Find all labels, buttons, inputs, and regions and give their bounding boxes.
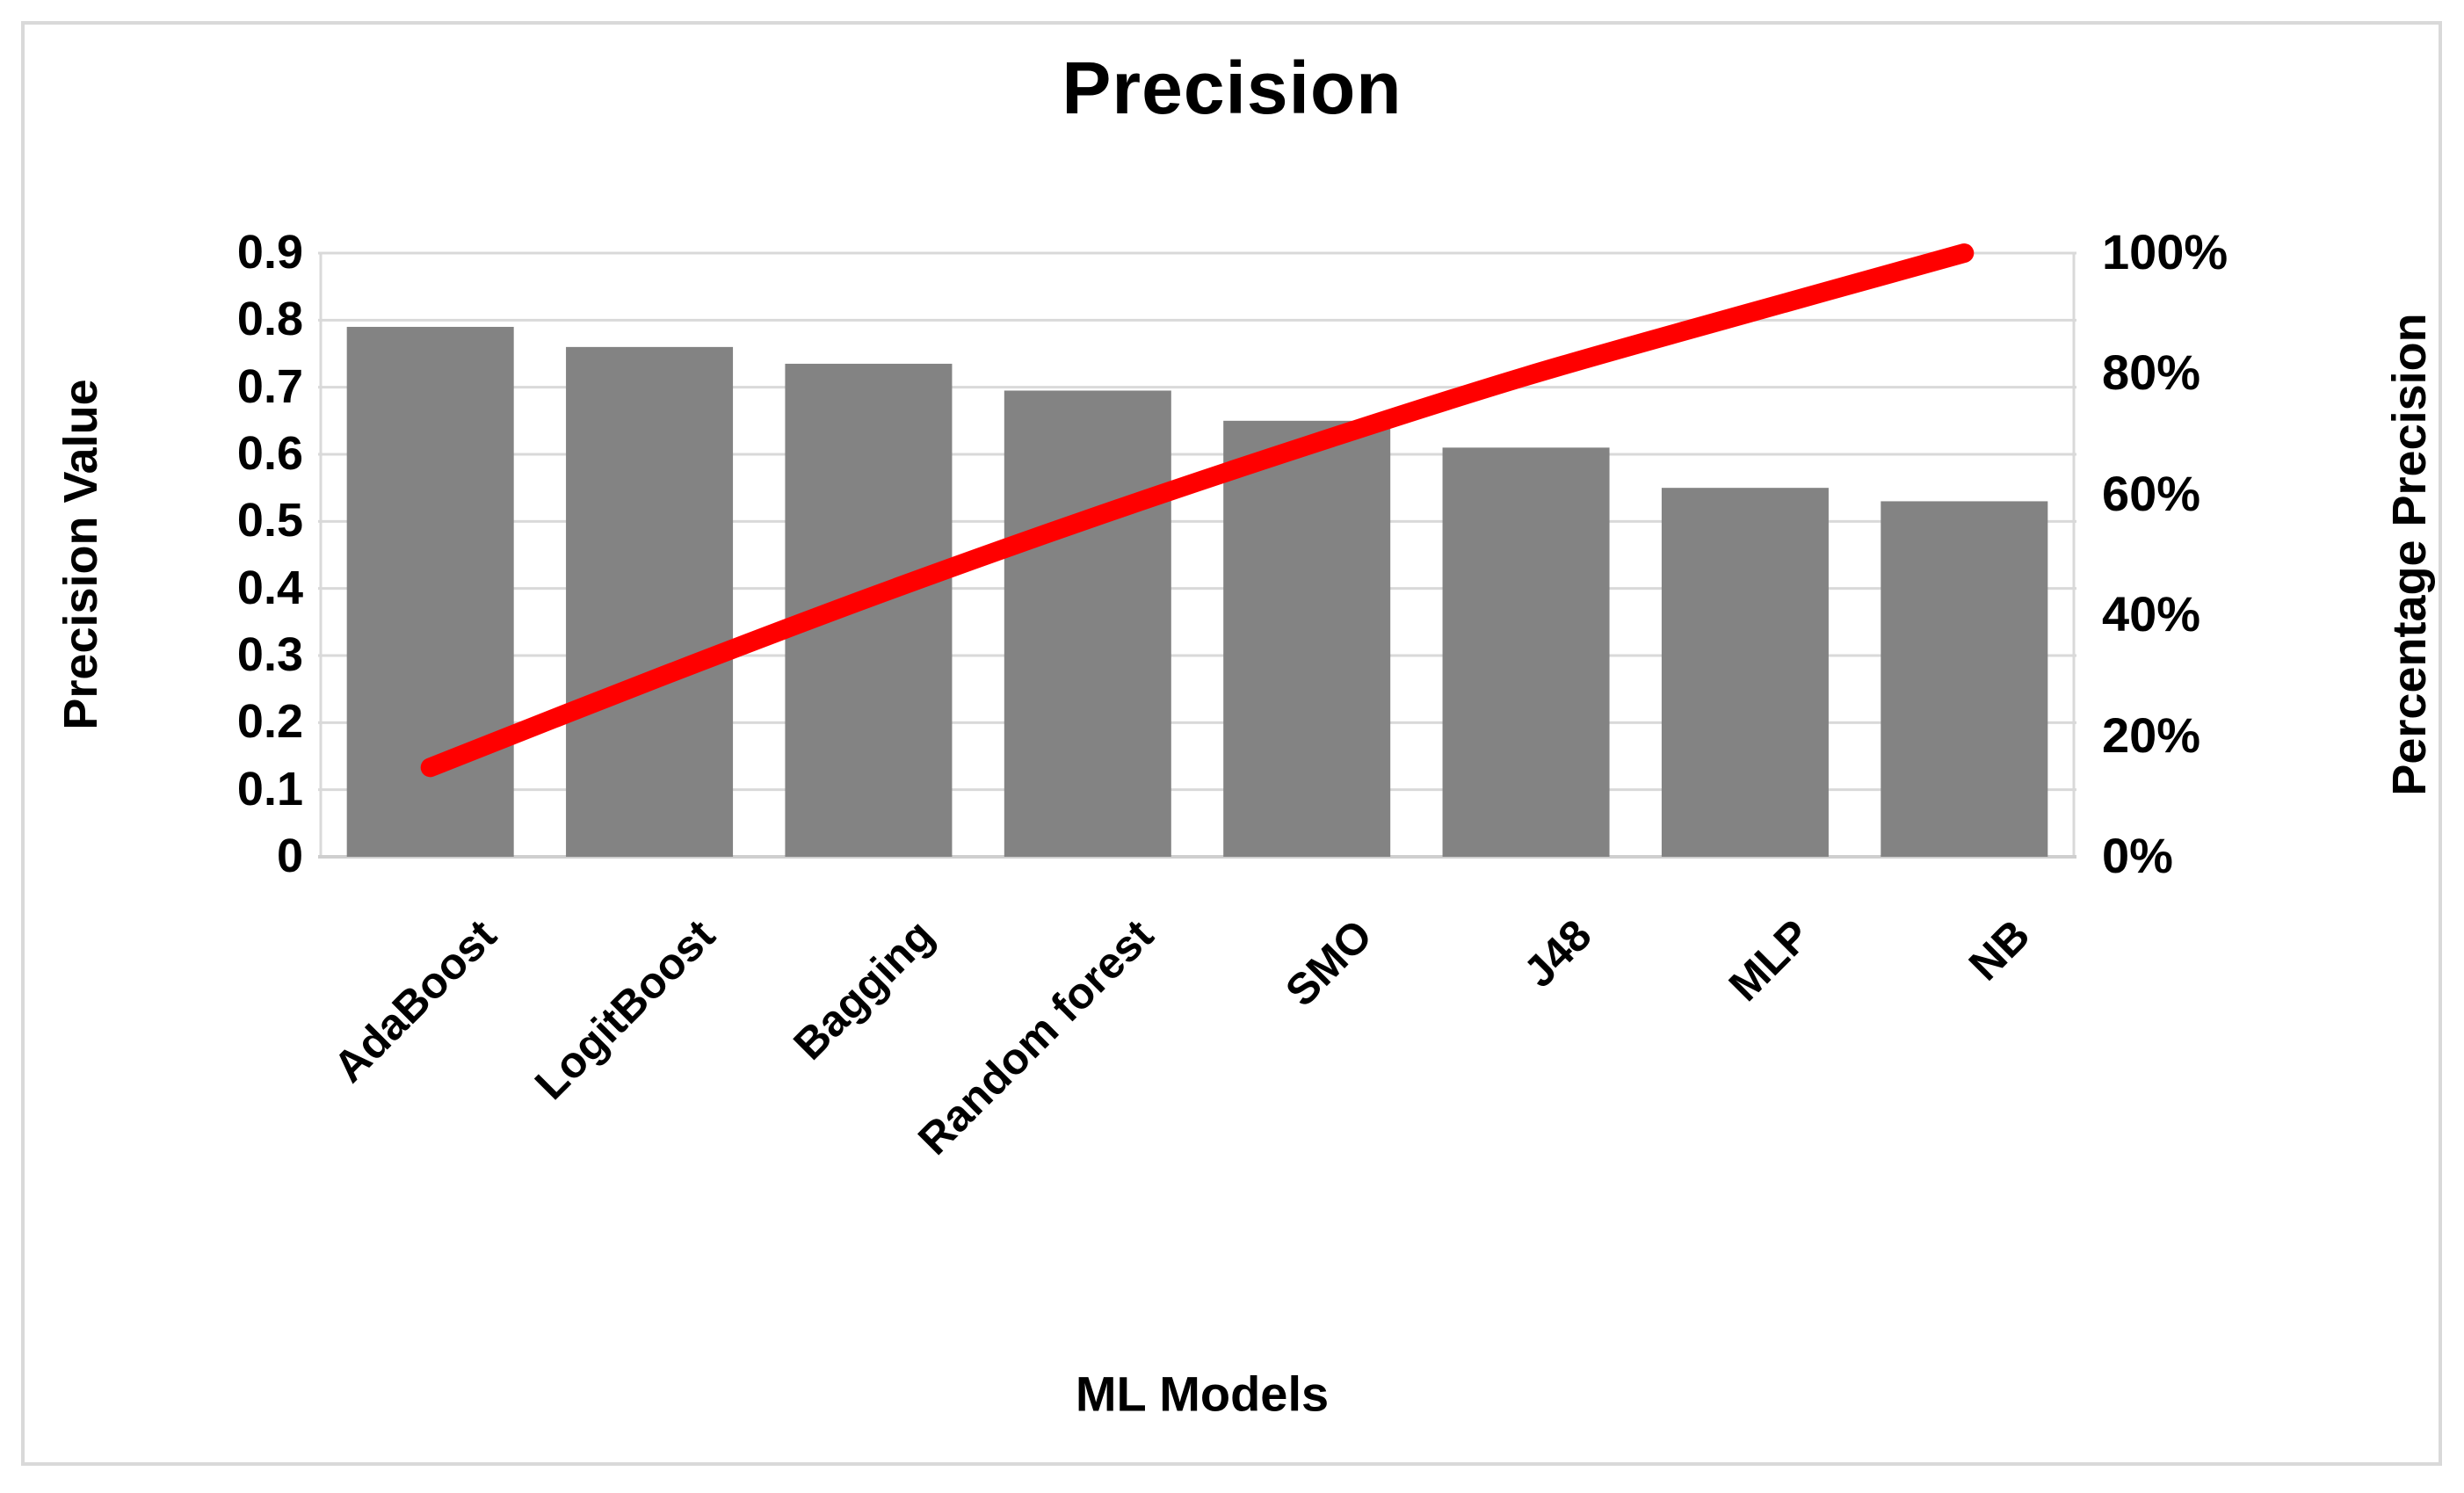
right-axis-tick-label: 60% [2102, 465, 2201, 521]
right-axis-tick-label: 20% [2102, 707, 2201, 763]
left-axis-tick-label: 0.7 [236, 359, 303, 413]
left-axis-tick-label: 0.6 [236, 426, 303, 480]
left-axis-tick-label: 0.5 [236, 494, 303, 547]
left-axis-tick-label: 0 [276, 829, 303, 882]
chart-title: Precision [1062, 47, 1402, 129]
bar-j48 [1442, 447, 1610, 857]
x-axis-title: ML Models [1075, 1366, 1330, 1422]
right-axis-title: Percentage Precision [2383, 313, 2436, 796]
left-axis-tick-label: 0.4 [236, 561, 303, 614]
left-axis-title: Precision Value [54, 379, 107, 730]
left-axis-tick-label: 0.2 [236, 695, 303, 749]
left-axis-tick-label: 0.3 [236, 627, 303, 681]
bar-nb [1881, 501, 2048, 857]
right-axis-tick-label: 40% [2102, 586, 2201, 642]
left-axis-tick-label: 0.9 [236, 225, 303, 279]
right-axis-tick-label: 0% [2102, 828, 2173, 884]
chart-border [21, 21, 2442, 1466]
right-axis-tick-label: 100% [2102, 224, 2228, 280]
right-axis-tick-label: 80% [2102, 344, 2201, 401]
left-axis-tick-label: 0.1 [236, 762, 303, 815]
bar-random-forest [1004, 390, 1171, 857]
bar-smo [1223, 420, 1391, 857]
bar-adaboost [346, 326, 514, 857]
bar-logitboost [566, 346, 734, 857]
percentage-precision-line [420, 243, 1975, 778]
left-axis-tick-label: 0.8 [236, 293, 303, 346]
bar-mlp [1661, 488, 1829, 857]
